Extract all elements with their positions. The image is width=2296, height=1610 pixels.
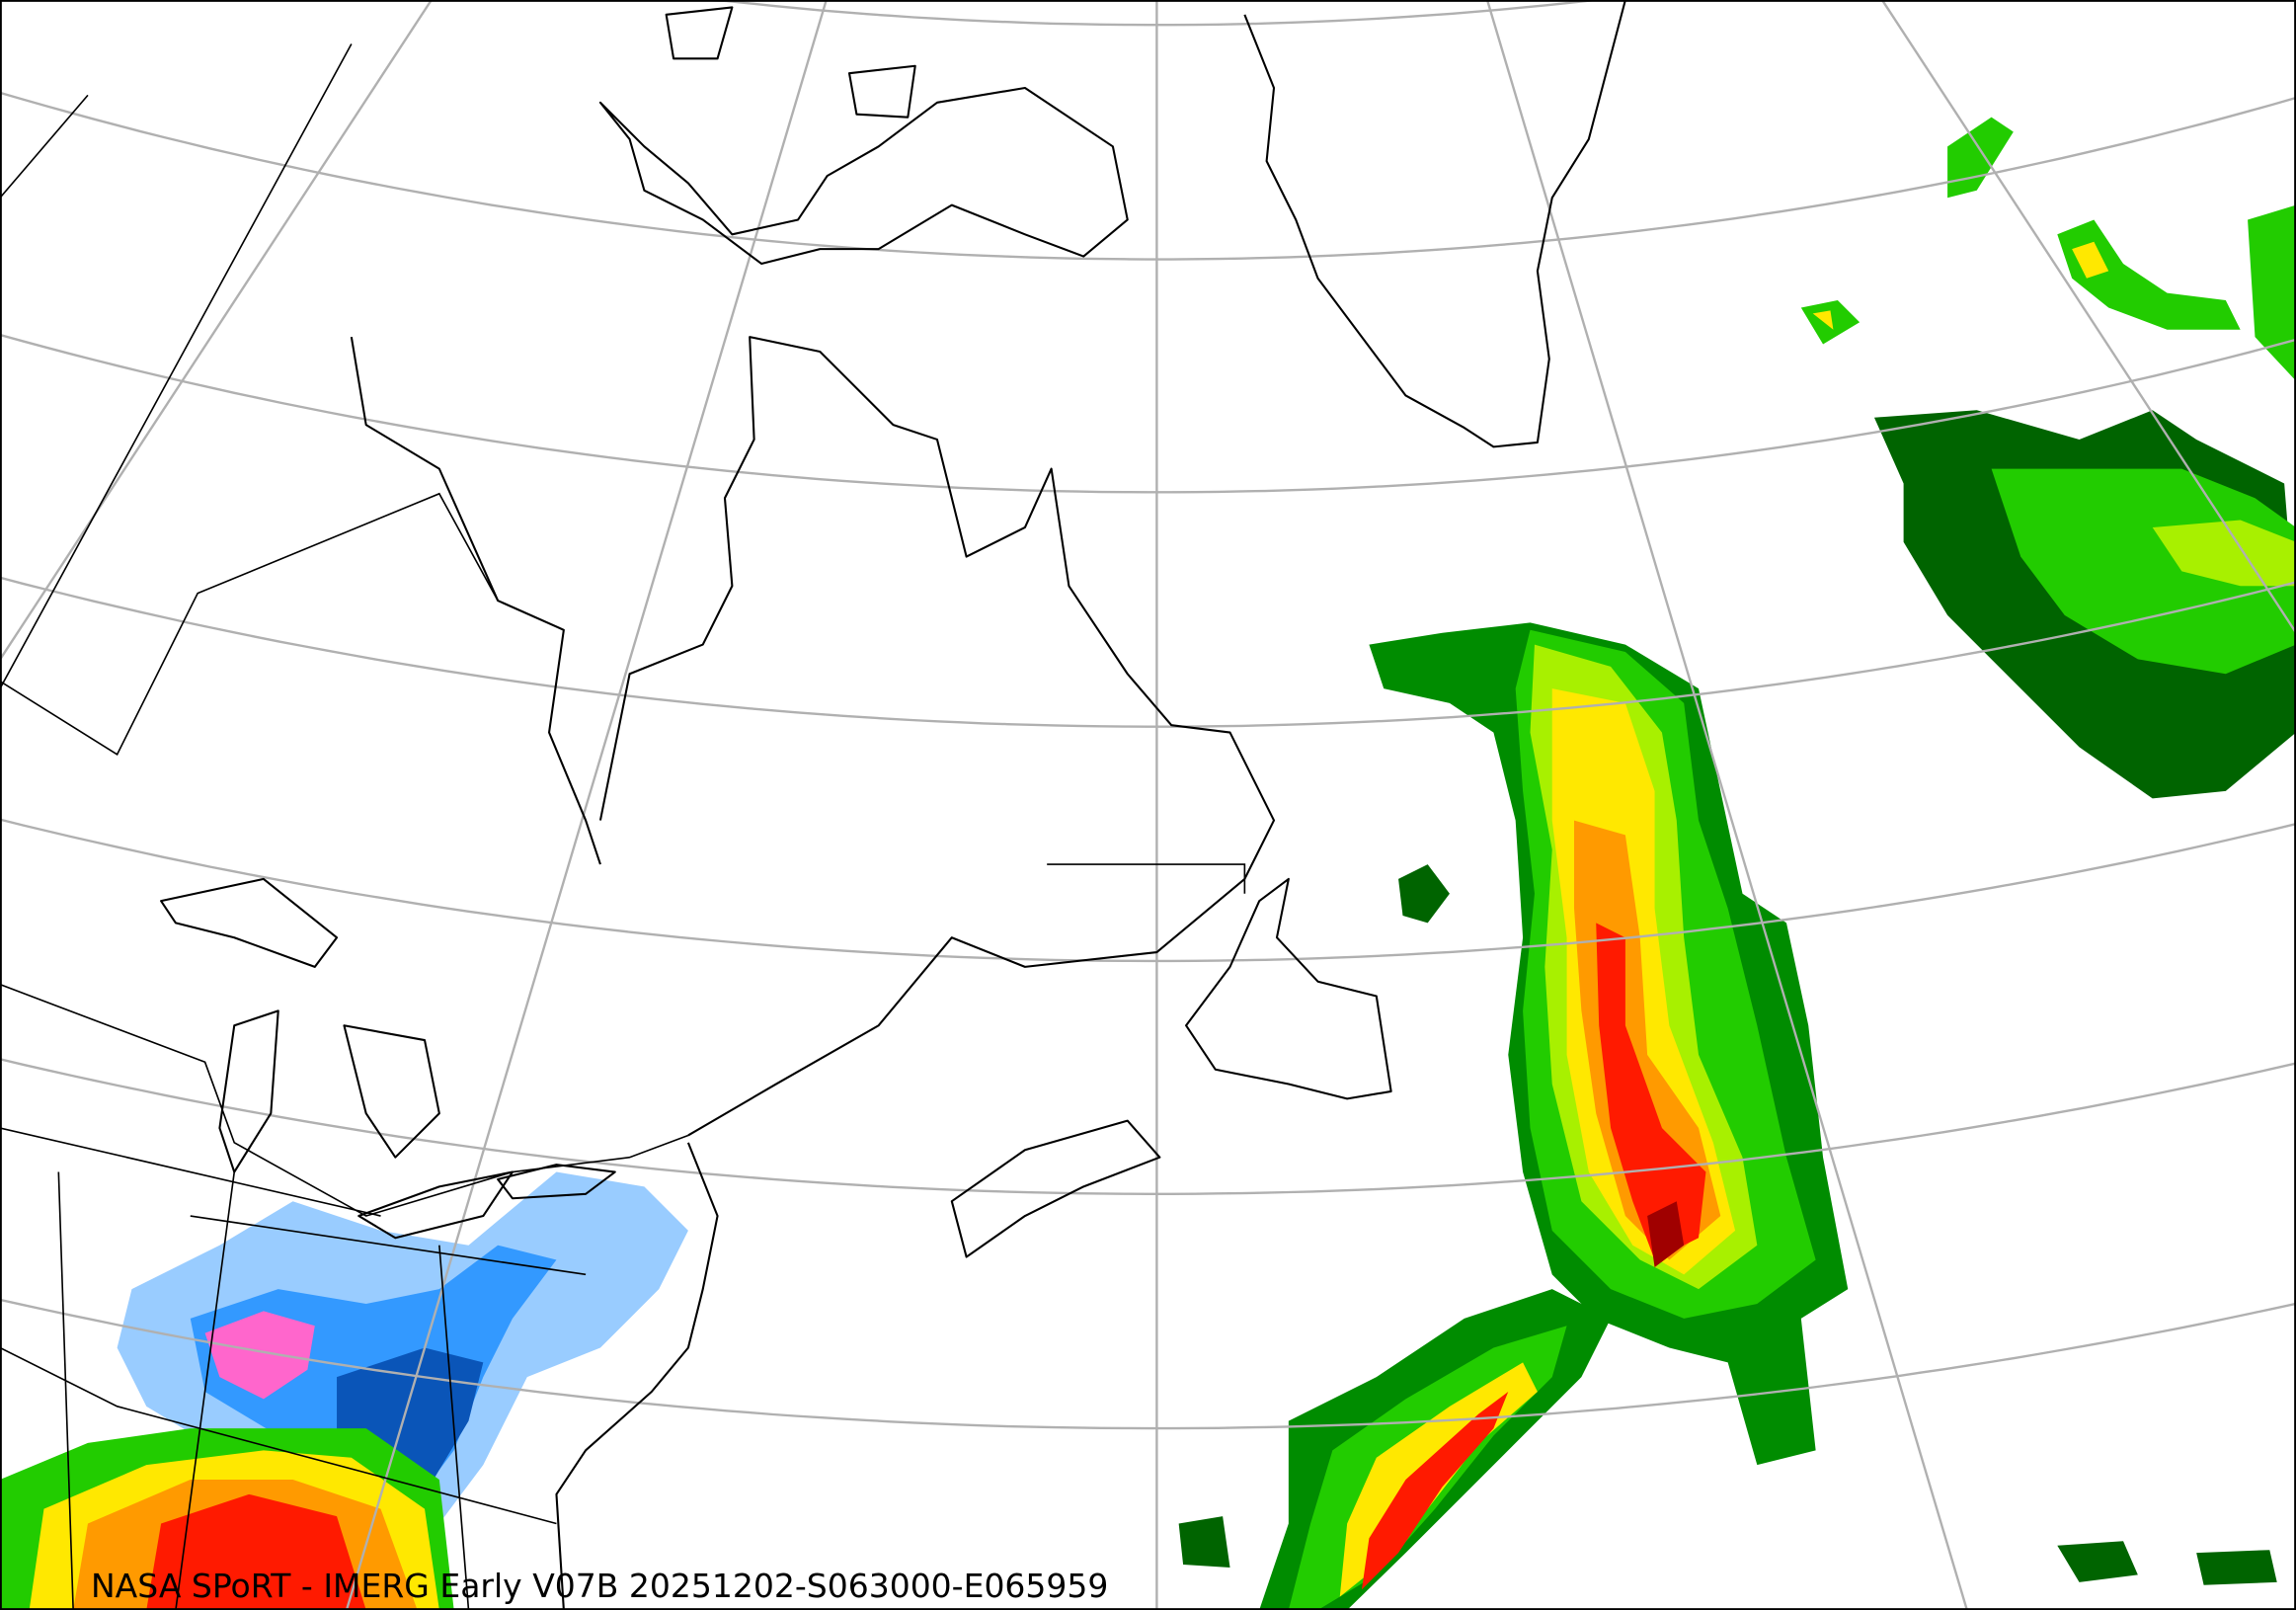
latitude-line bbox=[0, 333, 2296, 494]
nova-scotia-coast bbox=[950, 1119, 1161, 1258]
rain-patch-north bbox=[1800, 117, 2296, 381]
rain-patch-east-atlantic bbox=[1398, 864, 1450, 924]
rain-patch-north-yellow bbox=[1812, 241, 2109, 330]
longitude-line bbox=[345, 0, 828, 1610]
coastlines bbox=[160, 0, 1626, 1610]
lake-huron bbox=[343, 1024, 440, 1159]
lake-superior bbox=[160, 877, 339, 968]
us-east-coast bbox=[555, 1142, 719, 1610]
political-borders bbox=[0, 43, 1246, 1610]
province-borders bbox=[0, 43, 1246, 1276]
canada-us-border bbox=[0, 983, 689, 1217]
longitude-line bbox=[1880, 0, 2296, 634]
latitude-line bbox=[0, 576, 2296, 728]
lake-michigan bbox=[218, 1009, 279, 1173]
mixed-precip-pink bbox=[204, 1311, 359, 1531]
latitude-line bbox=[0, 818, 2296, 963]
latitude-line bbox=[0, 1058, 2296, 1195]
rain-region-northeast-lightgreen bbox=[2152, 520, 2296, 587]
baffin-island-coast bbox=[598, 86, 1129, 266]
latitude-line bbox=[0, 0, 2296, 27]
rain-band-central-red bbox=[1596, 923, 1706, 1260]
state-borders bbox=[0, 1127, 557, 1610]
greenland-west-islands bbox=[665, 6, 916, 119]
latitude-line bbox=[0, 1298, 2296, 1430]
quebec-labrador-coast bbox=[598, 336, 1276, 1137]
lake-erie bbox=[357, 1170, 515, 1240]
map-caption: NASA SPoRT - IMERG Early V07B 20251202-S… bbox=[91, 1567, 1109, 1605]
rain-band-central-darkred bbox=[1647, 1201, 1685, 1267]
greenland-coast bbox=[1243, 0, 1626, 448]
rain-region-northeast-green bbox=[1991, 468, 2296, 675]
rain-band-southwest-red bbox=[1361, 1392, 1509, 1590]
latitude-line bbox=[0, 91, 2296, 261]
newfoundland-coast bbox=[1185, 877, 1392, 1100]
hudson-bay-west-coast bbox=[350, 336, 601, 865]
longitude-line bbox=[0, 0, 433, 661]
longitude-line bbox=[1485, 0, 1968, 1610]
rain-region-southwest-red bbox=[146, 1493, 366, 1610]
precipitation-layer bbox=[0, 117, 2296, 1610]
